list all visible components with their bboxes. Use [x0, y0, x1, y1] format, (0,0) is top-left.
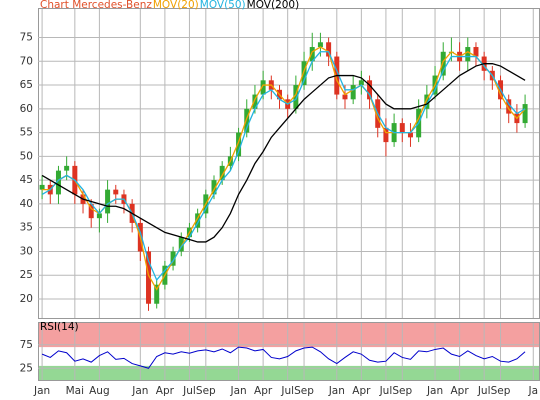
candle-body — [506, 99, 512, 114]
candle-body — [350, 85, 356, 100]
candle-body — [358, 80, 364, 86]
x-tick-label: Jul — [379, 385, 393, 397]
candle-body — [342, 94, 348, 100]
candle-body — [522, 104, 528, 124]
rsi-line — [41, 346, 526, 369]
candle-body — [64, 165, 70, 171]
candle-body — [55, 170, 61, 195]
candle-body — [260, 80, 266, 95]
candle-body — [244, 108, 250, 133]
candle-body — [195, 213, 201, 228]
candle-body — [88, 203, 94, 219]
candle-body — [211, 180, 217, 195]
rsi-label: RSI(14) — [40, 321, 79, 333]
legend-entry: MOV(200) — [247, 0, 300, 11]
y-tick-label: 65 — [20, 79, 33, 91]
candle-body — [399, 123, 405, 133]
x-tick-label: Mai — [66, 385, 84, 397]
candle-body — [113, 189, 119, 195]
x-tick-label: Ja — [528, 385, 539, 397]
candle-body — [383, 127, 389, 143]
y-tick-label: 75 — [20, 32, 33, 44]
y-tick-label: 25 — [20, 362, 33, 374]
y-tick-label: 50 — [20, 150, 33, 162]
candle-body — [424, 94, 430, 109]
candle-body — [170, 251, 176, 266]
legend-entry: MOV(20) — [153, 0, 199, 11]
candle-body — [219, 165, 225, 181]
y-tick-label: 40 — [20, 198, 33, 210]
candle-body — [465, 47, 471, 62]
x-tick-label: Jan — [328, 385, 345, 397]
x-tick-label: Jan — [229, 385, 246, 397]
candle-body — [326, 42, 332, 57]
candle-body — [317, 42, 323, 48]
candle-body — [105, 189, 111, 214]
overbought-band — [39, 323, 539, 348]
y-tick-label: 20 — [20, 293, 33, 305]
y-tick-label: 60 — [20, 103, 33, 115]
y-tick-label: 30 — [20, 245, 33, 257]
candle-body — [440, 51, 446, 76]
x-tick-label: Sep — [392, 385, 412, 397]
candle-body — [309, 47, 315, 62]
y-tick-label: 55 — [20, 127, 33, 139]
y-tick-label: 75 — [20, 339, 33, 351]
x-tick-label: Apr — [156, 385, 175, 397]
x-tick-label: Apr — [352, 385, 371, 397]
candle-body — [96, 213, 102, 219]
candle-body — [367, 80, 373, 100]
candle-body — [407, 132, 413, 138]
x-tick-label: Jul — [280, 385, 294, 397]
moving-average — [41, 63, 526, 243]
y-tick-label: 25 — [20, 269, 33, 281]
x-tick-label: Jul — [182, 385, 196, 397]
x-tick-label: Apr — [254, 385, 273, 397]
candle-body — [236, 132, 242, 157]
legend-entry: MOV(50) — [200, 0, 246, 11]
moving-average — [41, 51, 526, 282]
x-tick-label: Jan — [131, 385, 148, 397]
candle-body — [146, 251, 152, 304]
x-tick-label: Jan — [33, 385, 50, 397]
y-tick-label: 35 — [20, 222, 33, 234]
x-tick-label: Apr — [451, 385, 470, 397]
candle-body — [301, 61, 307, 86]
x-tick-label: Sep — [491, 385, 511, 397]
x-tick-label: Jul — [477, 385, 491, 397]
oversold-band — [39, 365, 539, 380]
x-tick-label: Sep — [294, 385, 314, 397]
chart-title: Chart Mercedes-Benz — [40, 0, 152, 11]
x-tick-label: Jan — [426, 385, 443, 397]
y-tick-label: 45 — [20, 174, 33, 186]
candle-body — [39, 184, 45, 190]
candle-body — [473, 47, 479, 57]
y-tick-label: 70 — [20, 55, 33, 67]
x-tick-label: Sep — [196, 385, 216, 397]
candle-body — [293, 85, 299, 109]
candle-body — [154, 284, 160, 304]
candle-body — [252, 94, 258, 109]
x-tick-label: Aug — [89, 385, 110, 397]
candle-body — [178, 237, 184, 252]
